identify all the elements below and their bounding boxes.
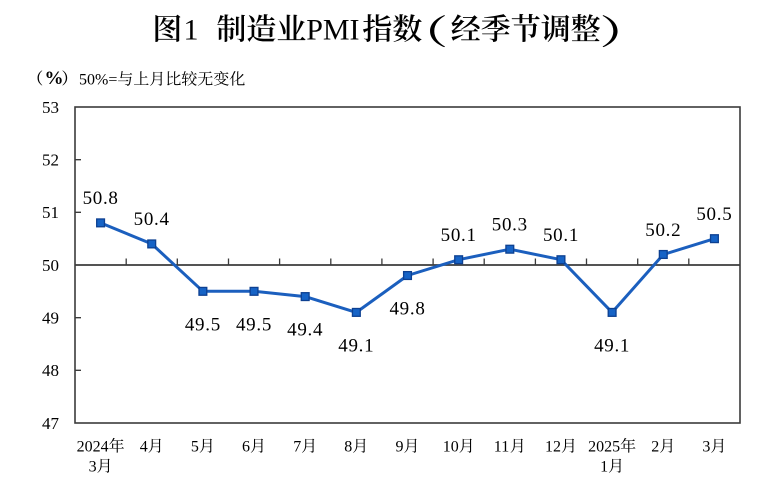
svg-text:50%=: 50%= — [79, 72, 117, 89]
svg-text:52: 52 — [42, 151, 59, 170]
svg-text:3: 3 — [702, 439, 710, 456]
svg-text:50.8: 50.8 — [83, 188, 119, 209]
svg-text:49.1: 49.1 — [338, 335, 374, 356]
svg-text:50.1: 50.1 — [441, 225, 477, 246]
svg-text:51: 51 — [42, 203, 59, 222]
svg-text:1: 1 — [184, 14, 199, 47]
svg-text:6: 6 — [242, 439, 250, 456]
svg-text:49: 49 — [42, 309, 59, 328]
svg-text:49.1: 49.1 — [594, 335, 630, 356]
svg-text:48: 48 — [42, 361, 59, 380]
svg-text:47: 47 — [42, 414, 60, 433]
svg-text:2024: 2024 — [77, 439, 109, 456]
svg-text:10: 10 — [443, 439, 459, 456]
svg-text:49.5: 49.5 — [185, 314, 221, 335]
svg-text:3: 3 — [89, 459, 97, 476]
svg-text:2025: 2025 — [588, 439, 620, 456]
svg-text:50: 50 — [42, 256, 59, 275]
svg-text:50.2: 50.2 — [645, 220, 681, 241]
svg-text:50.3: 50.3 — [492, 215, 528, 236]
svg-text:53: 53 — [42, 98, 59, 117]
svg-text:4: 4 — [140, 439, 148, 456]
svg-text:50.5: 50.5 — [696, 204, 732, 225]
svg-text:PMI: PMI — [306, 14, 359, 47]
svg-text:50.1: 50.1 — [543, 225, 579, 246]
svg-text:49.4: 49.4 — [287, 320, 323, 341]
svg-text:%: % — [45, 68, 64, 89]
svg-text:2: 2 — [651, 439, 659, 456]
svg-text:11: 11 — [494, 439, 509, 456]
svg-text:49.5: 49.5 — [236, 314, 272, 335]
svg-text:1: 1 — [600, 459, 608, 476]
svg-text:50.4: 50.4 — [134, 209, 170, 230]
svg-text:9: 9 — [396, 439, 404, 456]
svg-text:5: 5 — [191, 439, 199, 456]
svg-text:49.8: 49.8 — [389, 299, 425, 320]
svg-text:8: 8 — [344, 439, 352, 456]
svg-text:12: 12 — [545, 439, 561, 456]
svg-text:7: 7 — [293, 439, 301, 456]
